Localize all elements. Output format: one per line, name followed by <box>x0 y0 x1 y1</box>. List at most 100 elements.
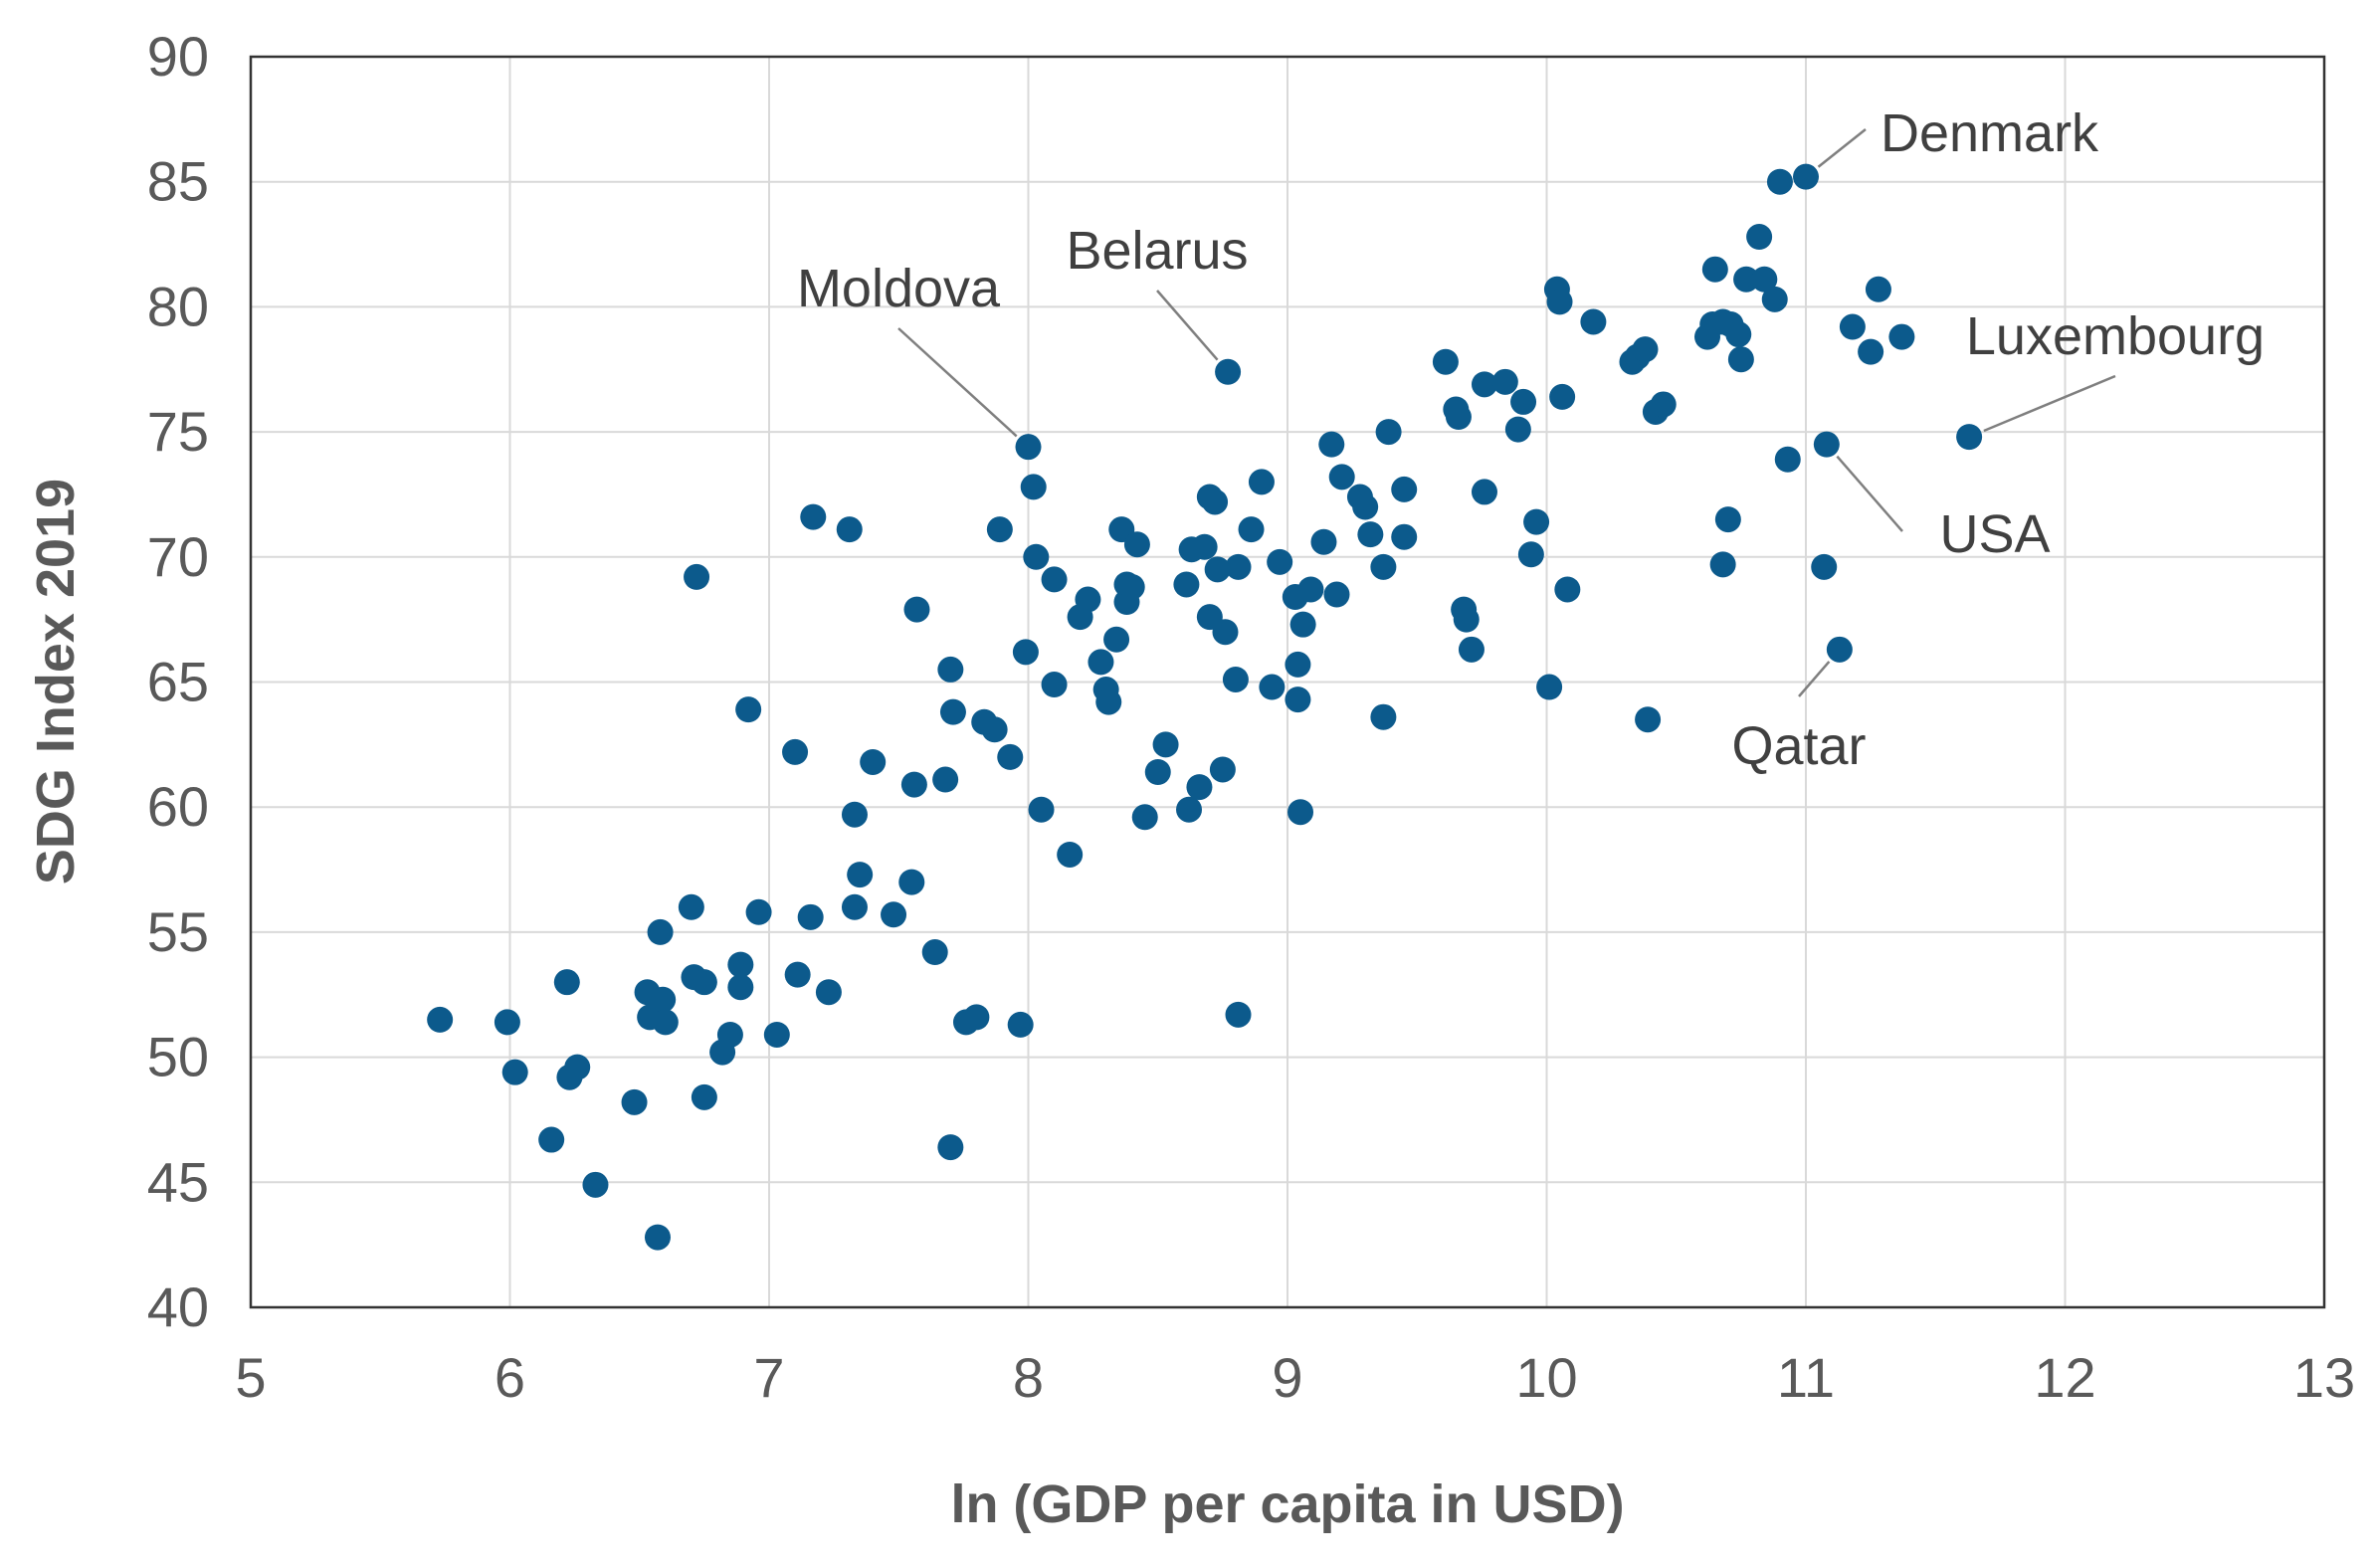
annotation-leader <box>897 327 1018 438</box>
annotation-leader <box>1798 661 1831 697</box>
data-point <box>1310 528 1337 555</box>
data-point <box>644 1224 671 1251</box>
data-point <box>1746 224 1773 251</box>
annotation-label: Denmark <box>1880 103 2099 163</box>
y-tick-label: 55 <box>147 900 209 963</box>
data-point <box>1248 469 1275 495</box>
data-point <box>650 986 677 1013</box>
data-point <box>745 898 772 925</box>
data-point <box>1057 841 1084 868</box>
data-point <box>903 596 930 623</box>
y-tick-label: 50 <box>147 1026 209 1088</box>
data-point <box>1701 256 1728 283</box>
data-points <box>427 163 1983 1251</box>
data-point <box>1580 308 1607 335</box>
data-point <box>1095 688 1122 715</box>
data-point <box>1536 674 1563 700</box>
data-point <box>1225 553 1252 580</box>
data-point <box>1285 651 1311 678</box>
data-point <box>1352 493 1379 520</box>
y-tick-label: 90 <box>147 25 209 88</box>
data-point <box>1209 756 1236 783</box>
data-point <box>494 1009 520 1036</box>
data-point <box>1023 543 1050 570</box>
data-point <box>1956 424 1983 451</box>
data-point <box>782 738 809 765</box>
data-point <box>1793 163 1819 190</box>
annotations: Denmark Belarus Moldova Luxembourg USA Qatar <box>797 103 2265 776</box>
data-point <box>1761 286 1788 312</box>
data-point <box>1826 636 1853 663</box>
x-tick-label: 5 <box>235 1346 266 1409</box>
y-axis-ticks: 40 45 50 55 60 65 70 75 80 85 90 <box>147 25 209 1338</box>
data-point <box>881 901 907 928</box>
data-point <box>1709 551 1736 578</box>
data-point <box>1453 606 1480 633</box>
data-point <box>735 696 762 723</box>
grid <box>250 56 2325 1308</box>
data-point <box>1357 521 1384 548</box>
data-point <box>582 1171 609 1198</box>
y-tick-label: 80 <box>147 275 209 337</box>
data-point <box>621 1088 648 1115</box>
x-tick-label: 9 <box>1272 1346 1302 1409</box>
y-tick-label: 70 <box>147 525 209 588</box>
data-point <box>860 748 887 775</box>
data-point <box>815 979 842 1006</box>
y-tick-label: 85 <box>147 150 209 213</box>
data-point <box>1215 358 1242 385</box>
data-point <box>1458 636 1484 663</box>
data-point <box>1888 323 1915 350</box>
data-point <box>691 1083 717 1110</box>
data-point <box>1323 581 1350 608</box>
data-point <box>1813 431 1840 458</box>
annotation-label: USA <box>1939 504 2050 564</box>
x-tick-label: 6 <box>495 1346 525 1409</box>
data-point <box>1259 674 1286 700</box>
data-point <box>1733 266 1760 293</box>
data-point <box>797 903 824 930</box>
data-point <box>1858 338 1884 365</box>
data-point <box>1650 391 1677 418</box>
data-point <box>1510 388 1537 415</box>
data-point <box>1491 368 1518 395</box>
data-point <box>1751 266 1778 293</box>
data-point <box>1285 686 1311 713</box>
data-point <box>1297 576 1324 603</box>
data-point <box>1028 796 1055 823</box>
x-tick-label: 10 <box>1515 1346 1577 1409</box>
data-point <box>538 1126 565 1153</box>
data-point <box>841 893 868 920</box>
data-point <box>937 656 964 683</box>
y-axis-title: SDG Index 2019 <box>26 479 86 884</box>
data-point <box>1471 371 1497 398</box>
annotation-leader <box>1983 374 2116 433</box>
data-point <box>939 698 966 725</box>
y-tick-label: 60 <box>147 775 209 838</box>
data-point <box>981 716 1008 743</box>
data-point <box>836 516 863 543</box>
y-tick-label: 40 <box>147 1275 209 1338</box>
data-point <box>898 869 925 895</box>
data-point <box>1523 508 1550 535</box>
annotation-leader <box>1817 128 1867 168</box>
data-point <box>1041 566 1068 593</box>
plot-area <box>249 55 2326 1309</box>
data-point <box>1015 434 1042 461</box>
data-point <box>1725 321 1752 348</box>
data-point <box>997 743 1024 770</box>
data-point <box>1118 573 1145 600</box>
x-tick-label: 7 <box>753 1346 784 1409</box>
data-point <box>937 1134 964 1161</box>
data-point <box>1811 553 1838 580</box>
data-point <box>1075 586 1101 613</box>
data-point <box>1204 556 1231 583</box>
data-point <box>1173 571 1200 598</box>
data-point <box>1504 416 1531 443</box>
x-tick-label: 11 <box>1777 1346 1835 1409</box>
data-point <box>1774 446 1801 473</box>
data-point <box>1152 731 1179 758</box>
data-point <box>1632 336 1659 363</box>
data-point <box>847 862 874 888</box>
